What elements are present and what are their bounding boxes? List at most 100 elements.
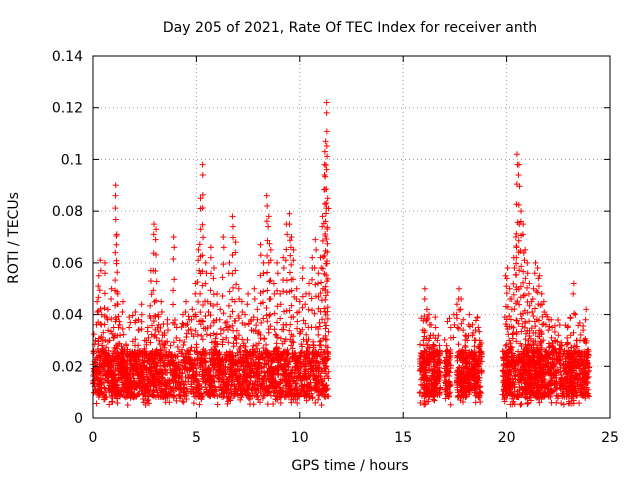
data-point	[214, 290, 221, 297]
x-axis-label: GPS time / hours	[291, 458, 408, 474]
data-point	[164, 316, 171, 323]
data-point	[100, 349, 107, 356]
data-point	[283, 289, 290, 296]
data-point	[121, 346, 128, 353]
data-point	[97, 355, 104, 362]
data-point	[106, 401, 113, 408]
data-point	[560, 401, 567, 408]
data-point	[233, 281, 240, 288]
data-point	[516, 161, 523, 168]
data-point	[315, 270, 322, 277]
data-point	[254, 306, 261, 313]
data-point	[302, 301, 309, 308]
data-point	[170, 301, 177, 308]
data-point	[323, 109, 330, 116]
data-point	[274, 259, 281, 266]
data-point	[317, 337, 324, 344]
data-point	[323, 99, 330, 106]
data-point	[140, 399, 147, 406]
data-point	[294, 325, 301, 332]
data-point	[257, 289, 264, 296]
data-point	[232, 334, 239, 341]
data-point	[472, 399, 479, 406]
data-point	[156, 366, 163, 373]
data-point	[219, 292, 226, 299]
data-point	[244, 301, 251, 308]
data-point	[163, 388, 170, 395]
data-point	[324, 240, 331, 247]
y-tick-labels: 00.020.040.060.080.10.120.14	[52, 49, 83, 427]
y-tick-label: 0.08	[52, 204, 83, 220]
data-point	[114, 301, 121, 308]
data-point	[90, 347, 97, 354]
data-point	[281, 308, 288, 315]
data-point	[101, 290, 108, 297]
data-point	[244, 336, 251, 343]
data-point	[113, 241, 120, 248]
data-point	[286, 210, 293, 217]
data-point	[456, 285, 463, 292]
data-point	[318, 401, 325, 408]
data-point	[217, 383, 224, 390]
data-point	[325, 328, 332, 335]
data-point	[174, 343, 181, 350]
data-point	[503, 290, 510, 297]
data-point	[152, 236, 159, 243]
data-point	[95, 272, 102, 279]
data-point	[322, 296, 329, 303]
data-point	[324, 195, 331, 202]
data-points	[90, 99, 593, 409]
data-point	[174, 353, 181, 360]
data-point	[251, 285, 258, 292]
data-point	[322, 138, 329, 145]
data-point	[322, 394, 329, 401]
data-point	[520, 292, 527, 299]
data-point	[170, 255, 177, 262]
data-point	[216, 316, 223, 323]
data-point	[207, 244, 214, 251]
data-point	[564, 340, 571, 347]
data-point	[298, 348, 305, 355]
data-point	[570, 280, 577, 287]
data-point	[260, 288, 267, 295]
data-point	[256, 348, 263, 355]
data-point	[287, 252, 294, 259]
data-point	[572, 311, 579, 318]
data-point	[149, 388, 156, 395]
data-point	[551, 328, 558, 335]
data-point	[117, 332, 124, 339]
data-point	[267, 277, 274, 284]
data-point	[322, 325, 329, 332]
data-point	[135, 327, 142, 334]
x-tick-label: 20	[498, 430, 516, 446]
data-point	[266, 374, 273, 381]
y-axis-label: ROTI / TECUs	[6, 192, 22, 284]
data-point	[558, 400, 565, 407]
data-point	[510, 280, 517, 287]
data-point	[443, 342, 450, 349]
data-point	[515, 237, 522, 244]
data-point	[325, 368, 332, 375]
data-point	[303, 397, 310, 404]
data-point	[260, 259, 267, 266]
data-point	[119, 298, 126, 305]
data-point	[582, 316, 589, 323]
data-point	[263, 192, 270, 199]
data-point	[267, 365, 274, 372]
data-point	[231, 388, 238, 395]
data-point	[203, 331, 210, 338]
data-point	[124, 364, 131, 371]
data-point	[318, 346, 325, 353]
data-point	[274, 287, 281, 294]
data-point	[167, 384, 174, 391]
data-point	[323, 128, 330, 135]
data-point	[263, 312, 270, 319]
data-point	[426, 311, 433, 318]
data-point	[120, 331, 127, 338]
data-point	[113, 231, 120, 238]
data-point	[277, 290, 284, 297]
data-point	[126, 324, 133, 331]
data-point	[220, 244, 227, 251]
data-point	[313, 246, 320, 253]
data-point	[518, 400, 525, 407]
